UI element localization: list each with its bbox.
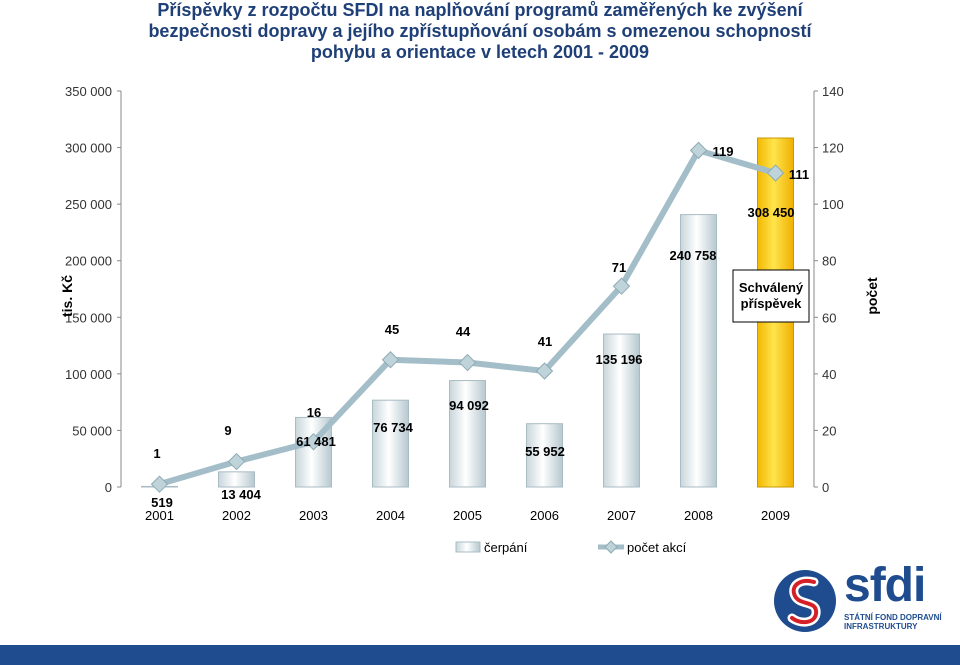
line-value-label: 44 [456, 324, 471, 339]
x-tick-label: 2001 [145, 508, 174, 523]
right-tick-label: 20 [822, 423, 836, 438]
right-tick-label: 40 [822, 367, 836, 382]
right-tick-label: 120 [822, 141, 844, 156]
right-tick-label: 60 [822, 310, 836, 325]
right-tick-label: 100 [822, 197, 844, 212]
legend-swatch-marker [604, 540, 618, 554]
x-tick-label: 2004 [376, 508, 405, 523]
line-point-2003 [304, 433, 323, 451]
bar-value-label: 519 [151, 495, 173, 510]
bar-2008 [680, 214, 717, 488]
left-tick-label: 100 000 [65, 367, 112, 382]
right-axis-title: počet [864, 277, 880, 315]
line-value-label: 9 [224, 423, 231, 438]
left-tick-label: 0 [105, 480, 112, 495]
annotation-box [732, 269, 810, 323]
left-tick-label: 250 000 [65, 197, 112, 212]
bar-2002 [218, 471, 255, 488]
bar-value-label: 61 481 [296, 434, 336, 449]
x-tick-label: 2006 [530, 508, 559, 523]
bar-value-label: 94 092 [449, 398, 489, 413]
x-tick-label: 2002 [222, 508, 251, 523]
bar-value-label: 13 404 [221, 487, 262, 502]
line-point-2002 [227, 452, 246, 471]
left-tick-label: 150 000 [65, 310, 112, 325]
line-value-label: 119 [713, 144, 734, 159]
line-point-2001 [150, 475, 169, 493]
annotation-text-1: Schválený [739, 280, 804, 295]
right-tick-label: 80 [822, 254, 836, 269]
legend-label-line: počet akcí [627, 540, 687, 555]
x-tick-label: 2005 [453, 508, 482, 523]
right-tick-label: 140 [822, 84, 844, 99]
bar-2006 [526, 423, 563, 488]
x-tick-label: 2009 [761, 508, 790, 523]
bar-value-label: 240 758 [670, 248, 717, 263]
sfdi-logo: sfdi STÁTNÍ FOND DOPRAVNÍ INFRASTRUKTURY [770, 559, 950, 636]
line-value-label: 45 [385, 322, 399, 337]
line-value-label: 1 [153, 446, 160, 461]
x-tick-label: 2003 [299, 508, 328, 523]
chart-title: Příspěvky z rozpočtu SFDI na naplňování … [80, 0, 880, 63]
line-point-2006 [535, 362, 554, 380]
line-value-label: 71 [612, 260, 626, 275]
line-point-2009 [766, 164, 785, 182]
logo-subtitle: STÁTNÍ FOND DOPRAVNÍ INFRASTRUKTURY [844, 613, 942, 631]
bar-2005 [449, 380, 486, 488]
line-value-label: 111 [789, 167, 809, 182]
title-line-1: Příspěvky z rozpočtu SFDI na naplňování … [157, 0, 803, 20]
title-line-3: pohybu a orientace v letech 2001 - 2009 [310, 42, 650, 62]
bar-value-label: 308 450 [748, 205, 795, 220]
right-tick-label: 0 [822, 480, 829, 495]
left-tick-label: 300 000 [65, 141, 112, 156]
annotation-text-2: příspěvek [741, 296, 802, 311]
bar-2007 [603, 333, 640, 488]
line-value-label: 16 [307, 405, 321, 420]
legend-label-bar: čerpání [484, 540, 528, 555]
line-point-2005 [458, 353, 477, 372]
x-tick-label: 2008 [684, 508, 713, 523]
footer-band [0, 645, 960, 665]
x-tick-label: 2007 [607, 508, 636, 523]
line-point-2007 [612, 277, 631, 295]
title-line-2: bezpečnosti dopravy a jejího zpřístupňov… [148, 21, 812, 41]
left-axis-title: tis. Kč [59, 275, 75, 317]
line-point-2008 [689, 141, 708, 160]
line-point-2004 [381, 351, 400, 369]
left-tick-label: 50 000 [72, 423, 112, 438]
bar-value-label: 55 952 [525, 444, 565, 459]
left-tick-label: 200 000 [65, 254, 112, 269]
bar-2004 [372, 399, 409, 488]
line-value-label: 41 [538, 334, 552, 349]
bar-value-label: 76 734 [373, 420, 414, 435]
legend-swatch-bar [455, 541, 481, 553]
sfdi-emblem-icon [774, 570, 836, 632]
logo-wordmark: sfdi [844, 559, 926, 612]
left-tick-label: 350 000 [65, 84, 112, 99]
bar-value-label: 135 196 [596, 352, 643, 367]
